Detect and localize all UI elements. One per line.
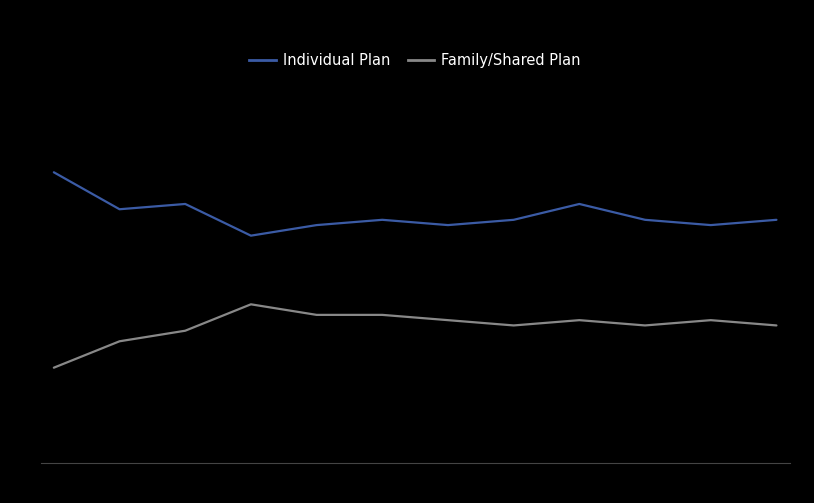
Legend: Individual Plan, Family/Shared Plan: Individual Plan, Family/Shared Plan (243, 47, 587, 74)
